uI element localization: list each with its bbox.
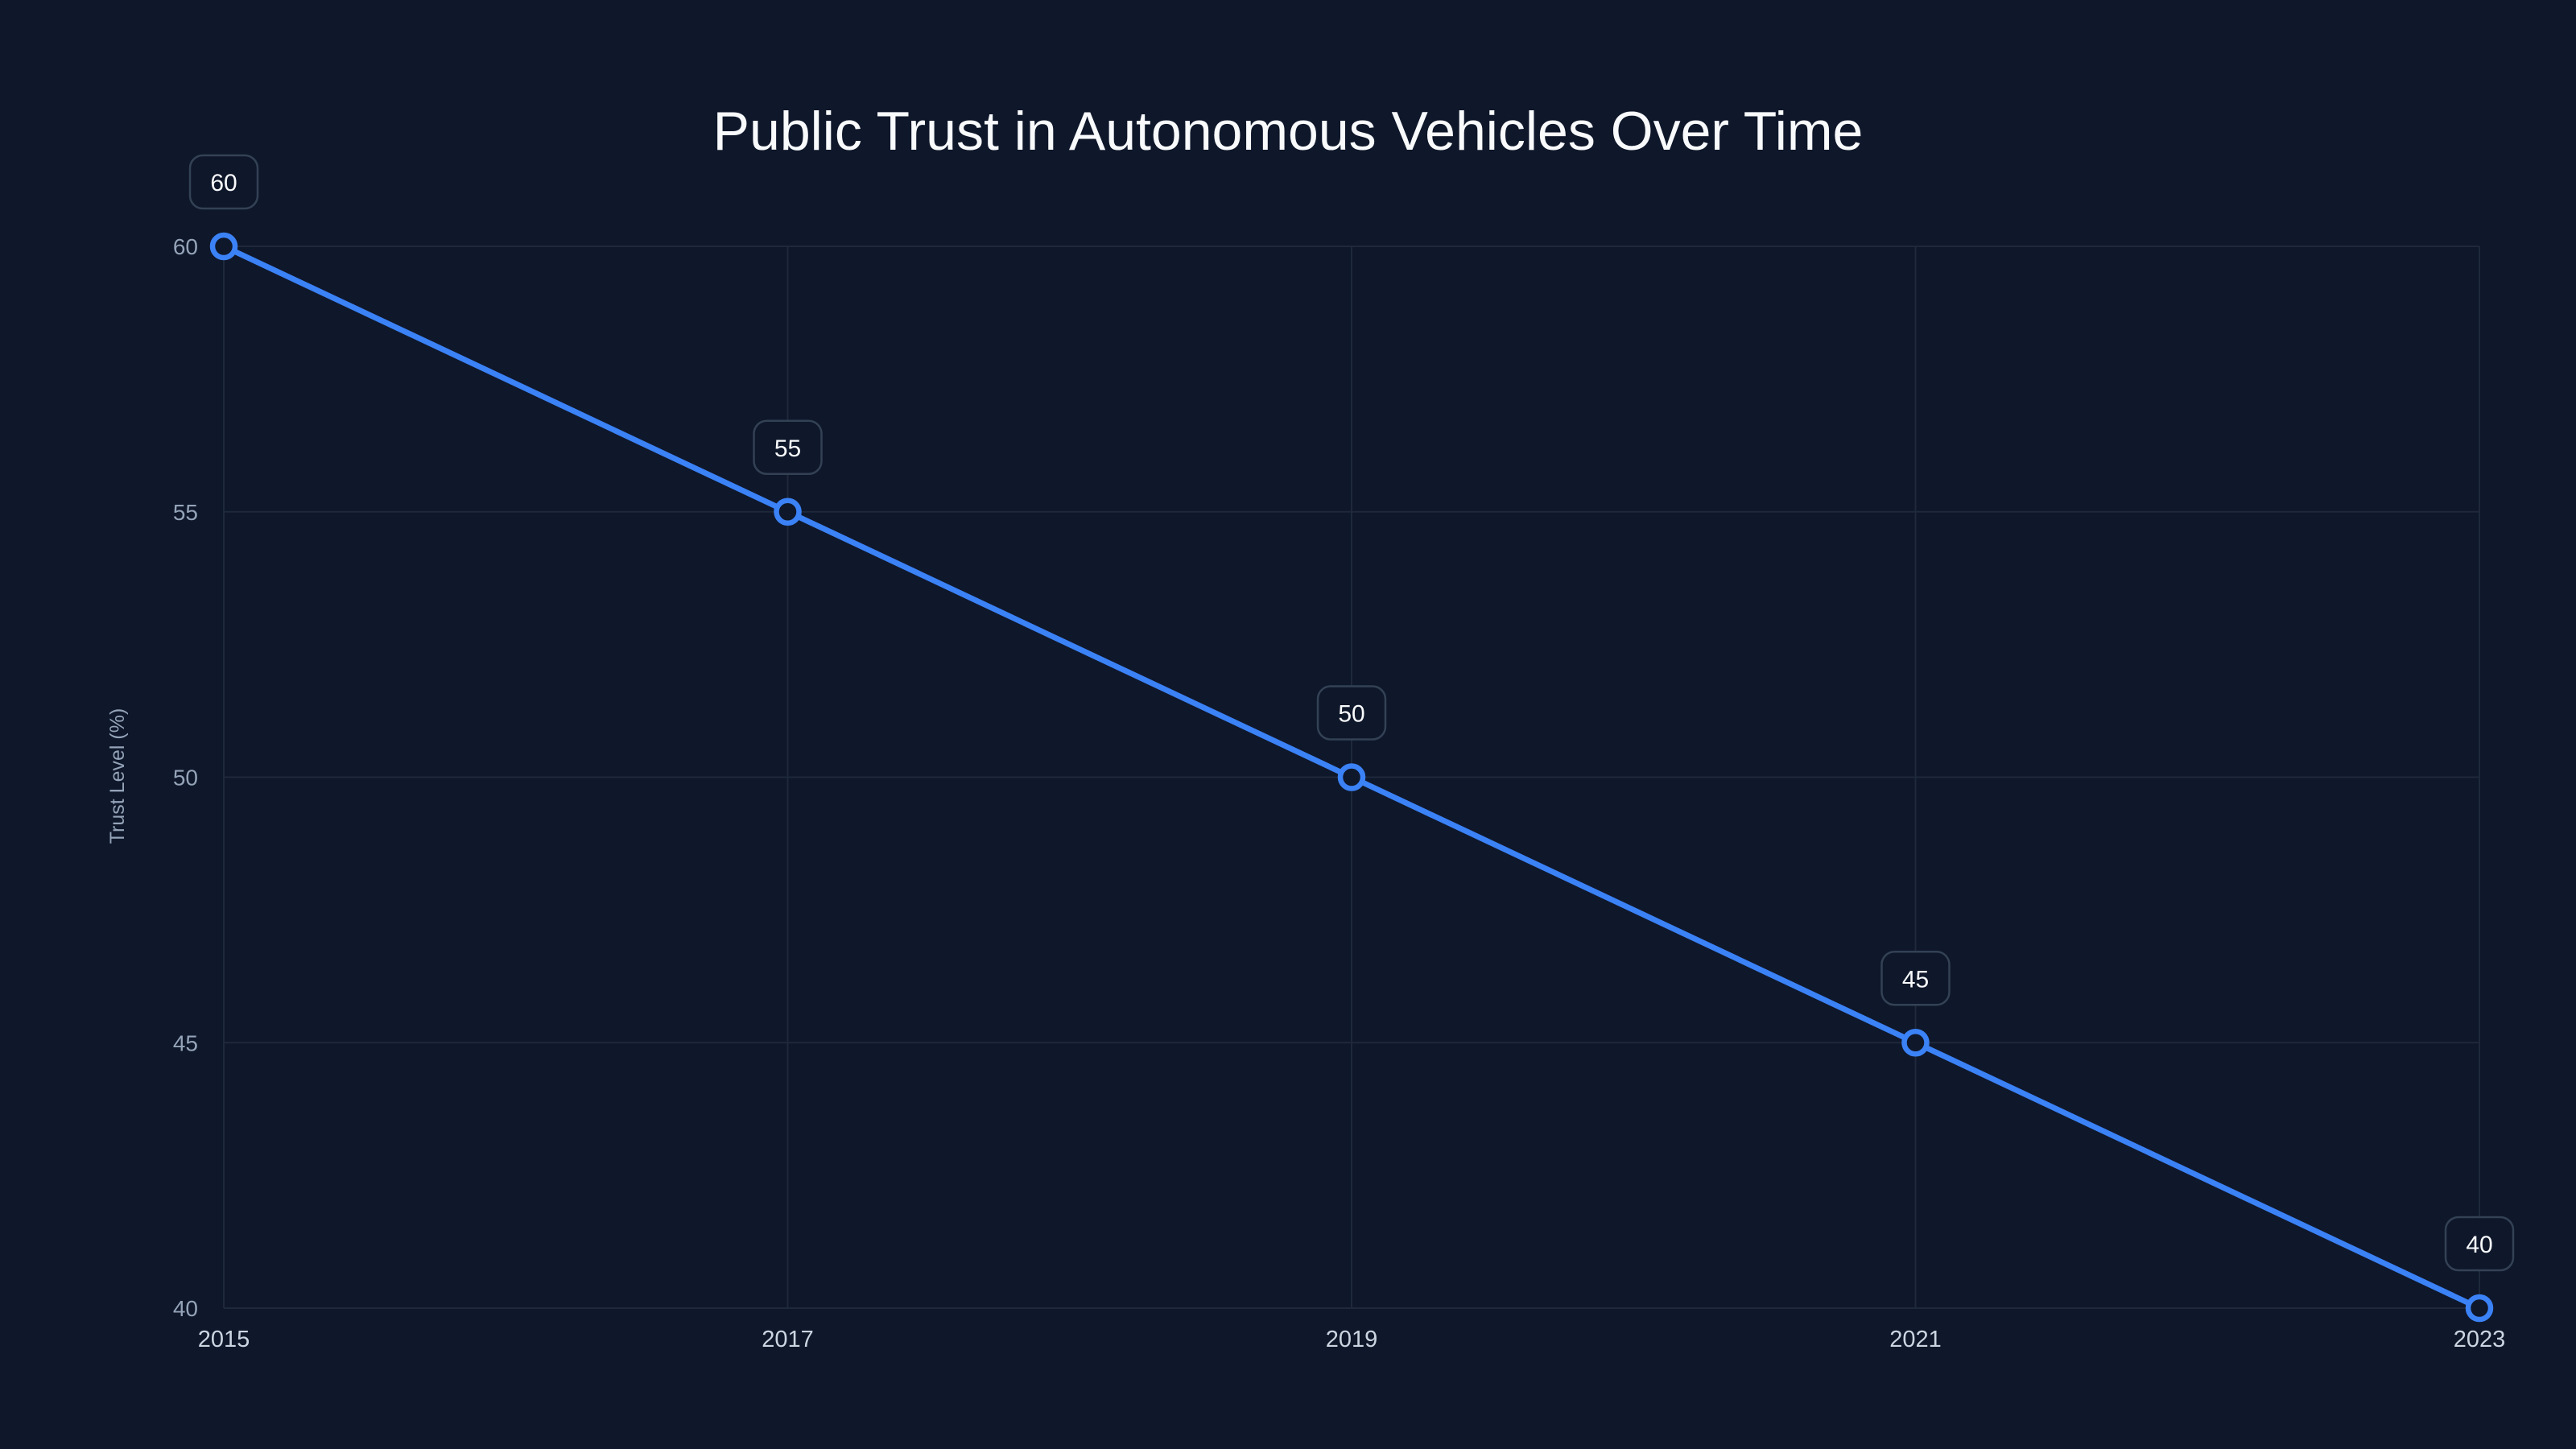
y-tick-label: 40 <box>173 1296 198 1321</box>
data-point <box>209 232 238 261</box>
x-tick-label: 2019 <box>1326 1327 1378 1352</box>
data-label-text: 55 <box>774 436 801 462</box>
data-label: 50 <box>1316 685 1387 741</box>
data-label: 45 <box>1880 951 1951 1006</box>
data-label-text: 60 <box>210 170 237 196</box>
data-label-text: 45 <box>1902 966 1929 993</box>
data-point <box>1901 1029 1930 1057</box>
data-label-box <box>753 419 823 475</box>
data-point <box>2465 1294 2494 1323</box>
x-tick-label: 2021 <box>1889 1327 1942 1352</box>
chart-title: Public Trust in Autonomous Vehicles Over… <box>713 101 1864 162</box>
x-tick-label: 2015 <box>198 1327 250 1352</box>
x-tick-label: 2023 <box>2454 1327 2506 1352</box>
y-tick-label: 45 <box>173 1030 198 1055</box>
data-label-text: 50 <box>1338 701 1364 728</box>
data-label: 40 <box>2444 1216 2515 1272</box>
data-label-box <box>1880 951 1951 1006</box>
data-label: 60 <box>188 154 259 210</box>
data-label-text: 40 <box>2466 1232 2492 1258</box>
data-label-box <box>188 154 259 210</box>
y-axis-label: Trust Level (%) <box>106 708 129 844</box>
data-point <box>774 497 802 526</box>
data-point <box>1337 763 1366 791</box>
y-tick-label: 55 <box>173 500 198 525</box>
x-tick-label: 2017 <box>762 1327 814 1352</box>
y-tick-label: 50 <box>173 766 198 791</box>
y-tick-label: 60 <box>173 234 198 259</box>
data-label: 55 <box>753 419 823 475</box>
data-label-box <box>1316 685 1387 741</box>
data-label-box <box>2444 1216 2515 1272</box>
